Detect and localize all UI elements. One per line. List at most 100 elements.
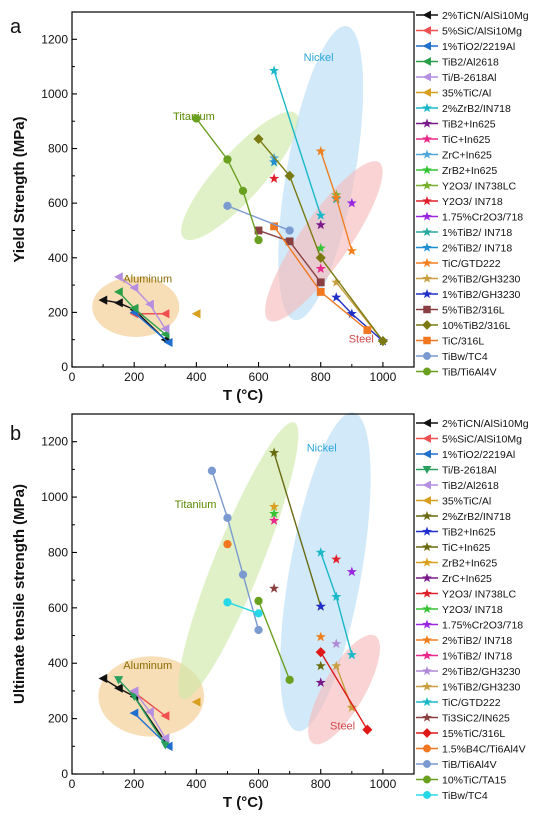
- legend-marker: [423, 775, 431, 784]
- data-point: [315, 660, 326, 671]
- legend-marker: [422, 226, 432, 237]
- data-point: [160, 324, 170, 334]
- legend-marker: [422, 118, 432, 128]
- data-point: [160, 711, 170, 721]
- legend-label: 2%TiB2/GH3230: [442, 274, 521, 286]
- data-point: [285, 675, 294, 684]
- region-label-nickel: Nickel: [307, 442, 337, 454]
- data-point: [254, 226, 263, 235]
- legend-item: 2%TiCN/AlSi10Mg: [416, 418, 529, 430]
- data-point: [269, 515, 280, 525]
- legend-item: ZrC+In625: [416, 572, 492, 585]
- data-point: [191, 697, 201, 707]
- data-point: [223, 540, 232, 549]
- data-point: [331, 591, 342, 602]
- chart-panel-a: aAluminumTitaniumNickelSteel020040060080…: [10, 10, 529, 404]
- plot-frame: [71, 413, 415, 775]
- region-aluminum: [98, 656, 205, 737]
- y-tick-label: 1200: [41, 435, 68, 449]
- legend-item: TiB2/Al2618: [416, 57, 499, 69]
- region-nickel: [280, 412, 371, 732]
- legend-label: 1%TiB2/GH3230: [442, 682, 521, 694]
- legend-marker: [422, 288, 432, 299]
- data-point: [129, 283, 139, 293]
- legend-label: TiB/Ti6Al4V: [442, 759, 497, 771]
- legend-item: 2%ZrB2/IN718: [416, 510, 511, 523]
- data-point: [114, 676, 124, 685]
- legend-label: TiB2+In625: [442, 119, 496, 131]
- series-layer: [98, 65, 388, 348]
- legend-item: TiB2/Al2618: [416, 480, 499, 492]
- series-line: [133, 691, 166, 717]
- x-tick-label: 600: [249, 370, 269, 384]
- legend-label: Ti/B-2618Al: [442, 465, 496, 477]
- legend-marker: [422, 195, 432, 206]
- data-point: [160, 733, 170, 743]
- legend-item: 2%ZrB2/IN718: [416, 102, 511, 115]
- legend-label: 2%ZrB2/IN718: [442, 511, 511, 523]
- legend-item: ZrB2+In625: [416, 164, 497, 177]
- data-point: [285, 237, 294, 246]
- x-tick-label: 400: [186, 777, 206, 791]
- series-line: [258, 138, 384, 342]
- x-tick-label: 200: [124, 777, 144, 791]
- data-point: [315, 145, 326, 156]
- data-point: [269, 173, 280, 183]
- region-steel: [265, 161, 383, 322]
- legend-label: 15%TiC/316L: [442, 728, 505, 740]
- data-point: [254, 609, 263, 618]
- region-label-steel: Steel: [349, 333, 374, 345]
- legend-label: TiB2+In625: [442, 527, 496, 539]
- legend-label: 1%TiB2/GH3230: [442, 289, 521, 301]
- legend-item: TiC/GTD222: [416, 696, 501, 709]
- legend-label: Ti3SiC2/IN625: [442, 713, 510, 725]
- legend-label: 1%TiB2/ IN718: [442, 651, 512, 663]
- legend-label: 5%SiC/AlSi10Mg: [442, 26, 522, 38]
- series-line: [320, 651, 368, 731]
- y-tick-label: 0: [61, 767, 68, 781]
- y-tick-label: 200: [48, 305, 68, 319]
- x-tick-label: 1000: [370, 777, 397, 791]
- data-point: [163, 337, 173, 348]
- legend-marker: [422, 696, 432, 707]
- legend-label: TiBw/TC4: [442, 790, 488, 802]
- data-point: [315, 242, 326, 253]
- x-tick-label: 800: [311, 777, 331, 791]
- series-line: [227, 601, 259, 615]
- data-point: [331, 192, 342, 202]
- legend-label: Y2O3/ IN718: [442, 196, 503, 208]
- legend-item: Ti3SiC2/IN625: [416, 712, 510, 725]
- legend-label: TiC/GTD222: [442, 258, 501, 270]
- legend-marker: [422, 10, 431, 20]
- legend-label: 10%TiB2/316L: [442, 320, 511, 332]
- data-point: [346, 566, 357, 577]
- legend-item: 1%TiO2/2219Al: [416, 41, 515, 53]
- region-label-titanium: Titanium: [175, 499, 217, 511]
- legend-marker: [422, 57, 431, 66]
- series-line: [118, 276, 166, 330]
- legend-marker: [422, 257, 432, 268]
- data-point: [269, 156, 280, 167]
- data-point: [346, 197, 357, 208]
- data-point: [145, 707, 154, 717]
- series-line: [273, 70, 322, 216]
- legend-marker: [422, 164, 432, 175]
- legend-marker: [422, 665, 432, 676]
- legend-item: 1.5%B4C/Ti6Al4V: [416, 744, 526, 756]
- data-point: [331, 638, 342, 649]
- data-point: [316, 278, 325, 287]
- legend-item: 5%TiB2/316L: [416, 305, 505, 317]
- legend-marker: [423, 352, 431, 360]
- legend-label: 1%TiO2/2219Al: [442, 41, 515, 53]
- data-point: [377, 335, 388, 347]
- data-point: [346, 649, 357, 660]
- legend-item: 10%TiB2/316L: [416, 320, 511, 332]
- legend-label: 1%TiO2/2219Al: [442, 449, 515, 461]
- legend-label: ZrC+In625: [442, 573, 492, 585]
- legend-marker: [422, 149, 432, 159]
- legend-item: 1%TiB2/ IN718: [416, 226, 512, 239]
- data-point: [129, 708, 139, 718]
- legend-item: Y2O3/ IN718: [416, 603, 503, 616]
- legend-label: 2%TiB2/ IN718: [442, 243, 512, 255]
